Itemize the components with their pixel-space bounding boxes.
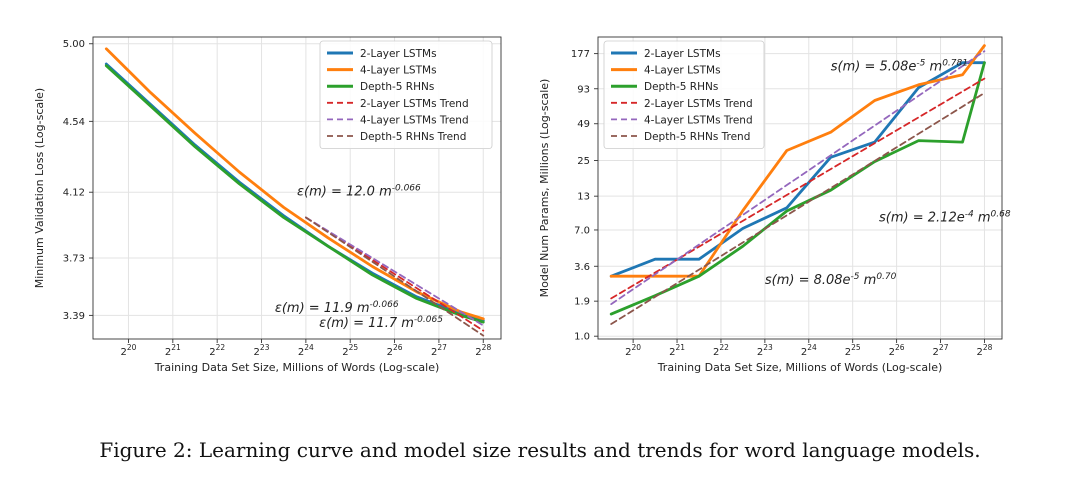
x-axis-label: Training Data Set Size, Millions of Word… <box>154 361 440 374</box>
legend-box <box>319 40 493 149</box>
y-tick-label: 5.00 <box>63 39 85 50</box>
y-tick-label: 93 <box>577 84 590 95</box>
legend: 2-Layer LSTMs 4-Layer LSTMs Depth-5 RHNs 2-… <box>319 40 493 149</box>
y-tick-label: 1.9 <box>574 297 590 308</box>
x-tick-label: 221 <box>165 343 181 358</box>
x-tick-label: 222 <box>209 343 225 358</box>
legend: 2-Layer LSTMs 4-Layer LSTMs Depth-5 RHNs 2-… <box>603 40 765 149</box>
x-tick-label: 221 <box>669 343 685 358</box>
x-axis-label: Training Data Set Size, Millions of Word… <box>657 361 943 374</box>
trend-equation-annotation: s(m) = 5.08e-5 m0.781 <box>831 58 968 74</box>
legend-entry-label: 2-Layer LSTMs <box>360 48 437 60</box>
y-tick-label: 4.12 <box>63 188 85 199</box>
legend-entry-label: Depth-5 RHNs Trend <box>360 131 466 143</box>
x-tick-label: 223 <box>757 343 773 358</box>
trend-equation-annotation: s(m) = 8.08e-5 m0.70 <box>765 272 897 288</box>
y-tick-label: 49 <box>577 119 590 130</box>
y-tick-label: 3.6 <box>574 262 590 273</box>
right-chart-params: 220 221 222 223 224 225 226 227 228 177 93 49 25 13 7.… <box>538 36 1011 374</box>
series-line-4-layer-lstms <box>609 44 986 278</box>
series-line-depth-5-rhns <box>609 61 986 316</box>
legend-entry-label: 4-Layer LSTMs <box>644 65 721 77</box>
x-tick-label: 228 <box>475 343 491 358</box>
legend-entry-label: Depth-5 RHNs <box>360 81 434 93</box>
plot-frame <box>92 36 502 340</box>
legend-entry-label: 2-Layer LSTMs Trend <box>360 98 469 110</box>
x-tick-label: 226 <box>889 343 905 358</box>
y-tick-label: 4.54 <box>63 117 85 128</box>
y-tick-label: 13 <box>577 192 590 203</box>
y-tick-label: 177 <box>571 49 590 60</box>
legend-entry-label: 2-Layer LSTMs Trend <box>644 98 753 110</box>
left-chart-loss: 220 221 222 223 224 225 226 227 228 5.00 4.54 4.12 3… <box>33 36 502 374</box>
x-tick-label: 226 <box>387 343 403 358</box>
x-tick-label: 227 <box>431 343 447 358</box>
x-tick-label: 228 <box>976 343 992 358</box>
series-line-depth-5-rhns-trend <box>610 92 986 325</box>
plot-frame <box>597 36 1003 340</box>
legend-entry-label: Depth-5 RHNs <box>644 81 718 93</box>
figure-caption: Figure 2: Learning curve and model size … <box>99 438 981 462</box>
y-tick-label: 7.0 <box>574 225 590 236</box>
x-tick-label: 224 <box>298 343 314 358</box>
x-tick-label: 225 <box>845 343 861 358</box>
x-tick-label: 220 <box>625 343 641 358</box>
y-tick-label: 3.39 <box>63 311 85 322</box>
legend-entry-label: 4-Layer LSTMs Trend <box>360 114 469 126</box>
series-line-depth-5-rhns-trend <box>304 216 485 337</box>
y-tick-label: 25 <box>577 156 590 167</box>
series-line-4-layer-lstms-trend <box>610 50 986 306</box>
y-tick-label: 1.0 <box>574 332 590 343</box>
x-tick-label: 225 <box>342 343 358 358</box>
series-line-4-layer-lstms <box>104 47 485 321</box>
trend-equation-annotation: ε(m) = 12.0 m-0.066 <box>297 184 421 200</box>
trend-equation-annotation: ε(m) = 11.9 m-0.066 <box>275 300 399 316</box>
legend-entry-label: 4-Layer LSTMs Trend <box>644 114 753 126</box>
y-axis-label: Model Num Params, Millions (Log-scale) <box>538 79 551 298</box>
x-tick-label: 220 <box>121 343 137 358</box>
x-tick-label: 223 <box>254 343 270 358</box>
legend-box <box>603 40 765 149</box>
x-tick-label: 222 <box>713 343 729 358</box>
legend-entry-label: Depth-5 RHNs Trend <box>644 131 750 143</box>
trend-equation-annotation: s(m) = 2.12e-4 m0.68 <box>879 209 1011 225</box>
x-tick-label: 227 <box>933 343 949 358</box>
legend-entry-label: 4-Layer LSTMs <box>360 65 437 77</box>
x-tick-label: 224 <box>801 343 817 358</box>
trend-equation-annotation: ε(m) = 11.7 m-0.065 <box>319 315 443 331</box>
legend-entry-label: 2-Layer LSTMs <box>644 48 721 60</box>
y-axis-label: Minimum Validation Loss (Log-scale) <box>33 88 46 288</box>
series-line-4-layer-lstms-trend <box>304 216 485 327</box>
y-tick-label: 3.73 <box>63 254 85 265</box>
